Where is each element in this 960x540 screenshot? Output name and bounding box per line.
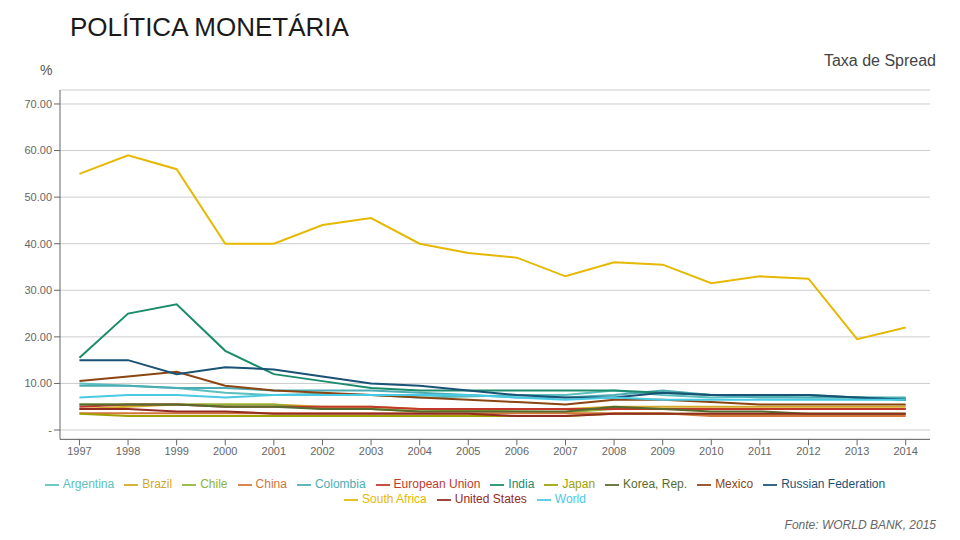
html-text:World: World [554, 492, 586, 507]
svg-text:2000: 2000 [213, 445, 237, 457]
html-text:Colombia: Colombia [314, 477, 366, 492]
svg-text:30.00: 30.00 [24, 284, 52, 296]
svg-text:2009: 2009 [650, 445, 674, 457]
svg-text:50.00: 50.00 [24, 191, 52, 203]
html-text:Argentina: Argentina [62, 477, 115, 492]
html-text:Korea, Rep.: Korea, Rep. [623, 477, 688, 492]
html-text:POLÍTICA MONETÁRIA: POLÍTICA MONETÁRIA [70, 12, 349, 42]
html-text:Brazil: Brazil [142, 477, 173, 492]
svg-text:-: - [48, 424, 52, 436]
html-text:Russian Federation: Russian Federation [781, 477, 886, 492]
svg-text:1998: 1998 [116, 445, 140, 457]
svg-text:2005: 2005 [456, 445, 480, 457]
svg-text:2006: 2006 [505, 445, 529, 457]
svg-text:1999: 1999 [164, 445, 188, 457]
html-text:European Union: European Union [393, 477, 481, 492]
svg-text:70.00: 70.00 [24, 98, 52, 110]
svg-text:2001: 2001 [262, 445, 286, 457]
svg-text:2013: 2013 [845, 445, 869, 457]
html-text:China: China [255, 477, 287, 492]
svg-text:2002: 2002 [310, 445, 334, 457]
svg-text:2007: 2007 [553, 445, 577, 457]
svg-text:20.00: 20.00 [24, 331, 52, 343]
svg-text:2011: 2011 [748, 445, 772, 457]
svg-text:1997: 1997 [67, 445, 91, 457]
svg-text:2010: 2010 [699, 445, 723, 457]
html-text:South Africa: South Africa [362, 492, 427, 507]
html-text:India: India [508, 477, 535, 492]
svg-text:40.00: 40.00 [24, 238, 52, 250]
html-text:Mexico: Mexico [715, 477, 754, 492]
svg-text:2003: 2003 [359, 445, 383, 457]
html-text:Japan: Japan [562, 477, 596, 492]
svg-text:2004: 2004 [407, 445, 431, 457]
svg-text:2012: 2012 [796, 445, 820, 457]
html-text:Chile: Chile [200, 477, 228, 492]
svg-text:2014: 2014 [893, 445, 917, 457]
svg-text:2008: 2008 [602, 445, 626, 457]
html-text:United States: United States [454, 492, 527, 507]
svg-text:60.00: 60.00 [24, 144, 52, 156]
html-text:Fonte: WORLD BANK, 2015: Fonte: WORLD BANK, 2015 [784, 518, 936, 532]
svg-text:10.00: 10.00 [24, 377, 52, 389]
html-text:Taxa de Spread: Taxa de Spread [823, 52, 936, 69]
